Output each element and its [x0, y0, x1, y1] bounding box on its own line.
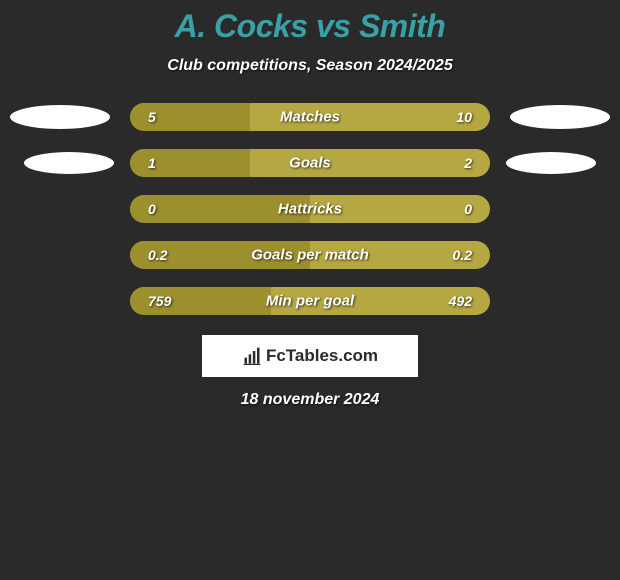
date-text: 18 november 2024	[0, 391, 620, 409]
stat-value-left: 5	[148, 109, 156, 125]
stat-label: Goals per match	[251, 247, 369, 264]
stat-value-right: 0	[464, 201, 472, 217]
stats-area: 5 Matches 10 1 Goals 2 0 Hattricks 0 0.2 Goals per…	[0, 103, 620, 315]
team-badge-left	[10, 105, 110, 129]
page-subtitle: Club competitions, Season 2024/2025	[0, 57, 620, 75]
stat-value-right: 0.2	[453, 247, 472, 263]
stat-value-left: 759	[148, 293, 171, 309]
stat-row: 5 Matches 10	[0, 103, 620, 131]
stat-label: Goals	[289, 155, 331, 172]
team-badge-left	[24, 152, 114, 174]
stat-row: 0.2 Goals per match 0.2	[0, 241, 620, 269]
stat-label: Matches	[280, 109, 340, 126]
stat-value-right: 492	[449, 293, 472, 309]
team-badge-right	[510, 105, 610, 129]
comparison-container: A. Cocks vs Smith Club competitions, Sea…	[0, 0, 620, 409]
stat-row: 1 Goals 2	[0, 149, 620, 177]
stat-value-right: 2	[464, 155, 472, 171]
page-title: A. Cocks vs Smith	[0, 8, 620, 45]
stat-value-left: 1	[148, 155, 156, 171]
stat-row: 759 Min per goal 492	[0, 287, 620, 315]
stat-label: Hattricks	[278, 201, 342, 218]
team-badge-right	[506, 152, 596, 174]
brand-box[interactable]: FcTables.com	[202, 335, 418, 377]
stat-value-left: 0	[148, 201, 156, 217]
stat-row: 0 Hattricks 0	[0, 195, 620, 223]
chart-icon	[242, 346, 262, 366]
stat-value-right: 10	[456, 109, 472, 125]
stat-value-left: 0.2	[148, 247, 167, 263]
stat-label: Min per goal	[266, 293, 354, 310]
brand-text: FcTables.com	[266, 346, 378, 366]
